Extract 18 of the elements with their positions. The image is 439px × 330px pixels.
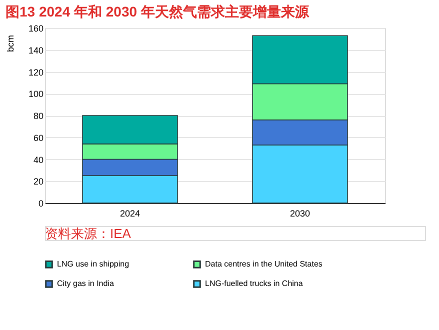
y-tick-label: 80 — [33, 111, 44, 121]
y-tick-label: 40 — [33, 154, 44, 165]
y-tick-label: 160 — [28, 24, 44, 34]
y-tick-label: 0 — [38, 198, 44, 208]
legend-label: LNG-fuelled trucks in China — [205, 279, 304, 288]
y-tick-label: 100 — [28, 89, 44, 100]
y-axis-title: bcm — [6, 34, 16, 52]
text: 资料来源：IEA — [45, 226, 132, 241]
legend-label: Data centres in the United States — [205, 259, 322, 268]
x-tick-label: 2024 — [120, 208, 140, 218]
y-tick-label: 20 — [33, 176, 44, 187]
chart-title: 图13 2024 年和 2030 年天然气需求主要增量来源 — [6, 4, 310, 20]
legend-label: City gas in India — [57, 279, 114, 288]
y-tick-label: 140 — [28, 45, 44, 56]
legend-label: LNG use in shipping — [57, 259, 130, 268]
y-tick-label: 120 — [28, 67, 44, 78]
x-tick-label: 2030 — [290, 208, 310, 218]
y-tick-label: 60 — [33, 132, 44, 143]
